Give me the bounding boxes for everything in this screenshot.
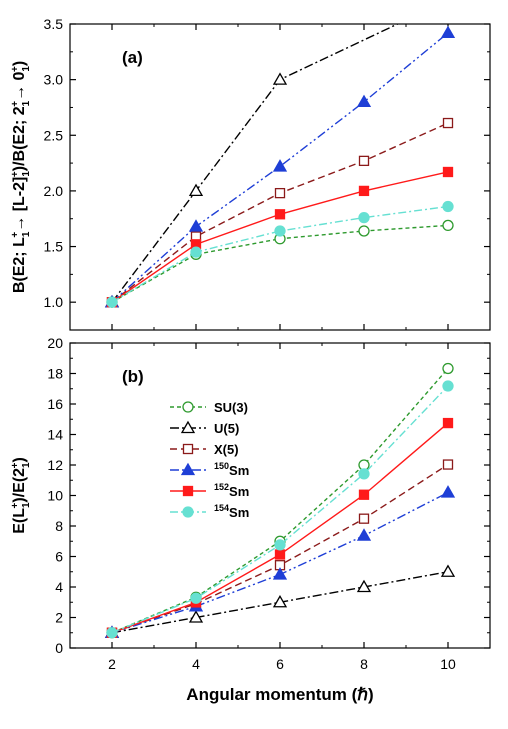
data-point-u5 xyxy=(188,183,204,197)
data-point-sm154 xyxy=(190,246,202,258)
data-point-sm154 xyxy=(106,627,118,639)
legend-label: SU(3) xyxy=(214,400,248,415)
data-point-su3 xyxy=(358,225,370,237)
y-tick-label: 2 xyxy=(55,610,63,626)
y-tick-label: 3.0 xyxy=(44,72,64,88)
data-point-x5 xyxy=(358,513,370,524)
legend-label: U(5) xyxy=(214,421,239,436)
data-point-sm152 xyxy=(442,166,454,178)
legend-marker xyxy=(182,401,194,413)
series-sm150 xyxy=(104,25,456,308)
data-point-sm150 xyxy=(440,485,456,498)
x-tick-label: 10 xyxy=(440,656,456,672)
y-tick-label: 6 xyxy=(55,549,63,565)
data-point-sm154 xyxy=(274,225,286,237)
data-point-x5 xyxy=(442,459,454,470)
data-point-sm152 xyxy=(358,489,370,500)
x-axis-title: Angular momentum (ℏ) xyxy=(186,685,373,704)
data-point-sm152 xyxy=(274,209,286,220)
series-line-u5 xyxy=(111,24,398,303)
data-point-sm154 xyxy=(442,380,454,392)
y-tick-label: 1.5 xyxy=(44,239,64,255)
series-line-su3 xyxy=(111,368,449,634)
data-point-sm154 xyxy=(190,592,202,604)
data-point-x5 xyxy=(442,117,454,129)
y-tick-label: 20 xyxy=(47,335,63,351)
legend-marker xyxy=(180,420,196,434)
y-tick-label: 1.0 xyxy=(44,294,64,310)
y-axis-title: E(L1+)/E(21+) xyxy=(10,457,32,534)
data-point-sm150 xyxy=(356,528,372,541)
y-tick-label: 16 xyxy=(47,396,63,412)
plot-area xyxy=(104,24,456,308)
panel-label: (b) xyxy=(122,367,144,386)
legend-label: X(5) xyxy=(214,442,239,457)
legend-marker xyxy=(182,485,194,497)
y-axis-title: B(E2; L1+→ [L-2]1+)/B(E2; 21+→ 01+) xyxy=(10,61,32,293)
data-point-x5 xyxy=(274,187,286,199)
data-point-sm150 xyxy=(272,567,288,580)
x-tick-label: 8 xyxy=(360,656,368,672)
legend-marker xyxy=(180,462,196,476)
data-point-u5 xyxy=(272,72,288,85)
y-tick-label: 3.5 xyxy=(44,16,64,32)
y-tick-label: 12 xyxy=(47,457,63,473)
y-tick-label: 10 xyxy=(47,488,63,504)
x-tick-label: 4 xyxy=(192,656,200,672)
y-tick-label: 2.0 xyxy=(44,183,64,199)
data-point-u5 xyxy=(440,564,456,577)
data-point-sm154 xyxy=(358,468,370,480)
legend-item: U(5) xyxy=(170,420,239,436)
legend-item: 152Sm xyxy=(170,482,249,499)
data-point-sm150 xyxy=(272,159,288,172)
series-sm154 xyxy=(106,200,454,308)
legend: SU(3) U(5) X(5) 150Sm 152Sm 154Sm xyxy=(170,400,249,520)
data-point-sm154 xyxy=(106,296,118,308)
panel-a: 1.0 1.5 2.0 2.5 3.0 3.5 (a) B(E2; L1+→ [L-2]1+)… xyxy=(10,16,491,331)
data-point-sm154 xyxy=(358,211,370,224)
data-point-sm152 xyxy=(358,185,370,197)
legend-item: SU(3) xyxy=(170,400,248,415)
plot-area xyxy=(104,362,456,639)
y-tick-label: 0 xyxy=(55,640,63,656)
legend-marker xyxy=(182,506,194,518)
series-line-sm154 xyxy=(111,385,449,634)
series-u5 xyxy=(104,564,456,638)
x-tick-label: 6 xyxy=(276,656,284,672)
data-point-sm152 xyxy=(442,417,454,429)
data-point-sm152 xyxy=(274,549,286,560)
data-point-sm150 xyxy=(440,25,456,39)
data-point-sm154 xyxy=(274,539,286,551)
data-point-sm154 xyxy=(442,200,454,213)
panel-label: (a) xyxy=(122,48,143,67)
data-point-u5 xyxy=(272,594,288,608)
series-line-sm154 xyxy=(111,205,449,303)
x-tick-label: 2 xyxy=(108,656,116,672)
panel-b: 2 4 6 8 10 0 2 4 6 8 10 12 14 16 18 20 (b) E(L1+)/E(21+) A… xyxy=(10,335,491,704)
data-point-su3 xyxy=(442,362,454,375)
y-tick-label: 4 xyxy=(55,579,63,595)
legend-marker xyxy=(182,443,194,455)
legend-item: 150Sm xyxy=(170,461,249,478)
legend-item: X(5) xyxy=(170,442,239,457)
legend-label: 154Sm xyxy=(214,503,249,520)
legend-item: 154Sm xyxy=(170,503,249,520)
data-point-su3 xyxy=(442,219,454,232)
y-tick-label: 8 xyxy=(55,518,63,534)
y-tick-label: 14 xyxy=(47,427,63,443)
data-point-u5 xyxy=(188,610,204,623)
legend-label: 150Sm xyxy=(214,461,249,478)
data-point-sm150 xyxy=(188,219,204,232)
series-sm154 xyxy=(106,380,454,639)
data-point-u5 xyxy=(356,579,372,593)
data-point-x5 xyxy=(358,155,370,167)
legend-label: 152Sm xyxy=(214,482,249,499)
data-point-sm150 xyxy=(356,94,372,108)
y-tick-label: 2.5 xyxy=(44,127,64,143)
y-tick-label: 18 xyxy=(47,366,63,382)
